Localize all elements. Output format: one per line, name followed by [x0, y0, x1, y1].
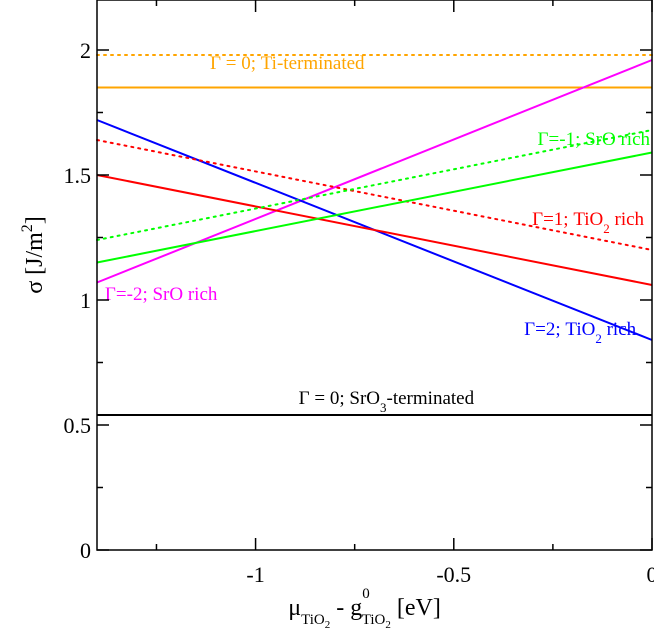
plot-frame [96, 0, 653, 551]
series-line-7 [96, 151, 653, 264]
y-tick-label: 2 [80, 38, 91, 63]
series-line-4 [96, 139, 653, 251]
axes: -1 -0.5 0 0 0.5 1 1.5 2 [64, 0, 654, 587]
y-tick-label: 0.5 [64, 413, 92, 438]
annotation-sro3-term: Γ = 0; SrO3-terminated [299, 388, 475, 415]
series-line-2 [96, 59, 653, 284]
annotation-sro-m1: Γ=-1; SrO rich [538, 129, 651, 150]
annotation-tio2-1: Γ=1; TiO2 rich [532, 209, 644, 236]
y-tick-label: 0 [80, 538, 91, 563]
y-tick-label: 1.5 [64, 163, 92, 188]
annotation-ti-term: Γ = 0; Ti-terminated [210, 53, 365, 74]
plot-area: Γ = 0; Ti-terminated Γ=-1; SrO rich Γ=1; T… [96, 53, 653, 416]
y-axis-title: σ [J/m2] [19, 216, 48, 294]
x-tick-label: 0 [647, 562, 654, 587]
x-tick-label: -0.5 [436, 562, 471, 587]
series-line-5 [96, 174, 653, 286]
annotation-tio2-2: Γ=2; TiO2 rich [524, 319, 636, 346]
x-axis-title: μTiO2 - g0 TiO2 [eV] [288, 586, 441, 631]
x-tick-label: -1 [246, 562, 264, 587]
y-tick-label: 1 [80, 288, 91, 313]
annotation-sro-m2: Γ=-2; SrO rich [105, 284, 218, 305]
series-line-6 [96, 129, 653, 241]
